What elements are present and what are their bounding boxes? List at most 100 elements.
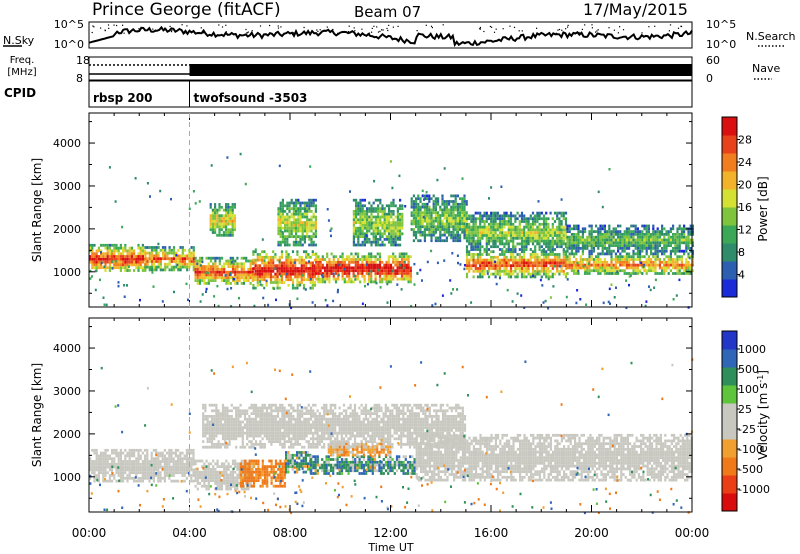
heatmap-cell [507, 228, 510, 232]
heatmap-speckle [281, 230, 284, 234]
heatmap-cell [516, 264, 519, 268]
heatmap-cell [108, 246, 111, 250]
heatmap-cell [377, 243, 380, 247]
heatmap-cell [617, 260, 620, 264]
heatmap-speckle [326, 304, 329, 307]
heatmap-cell [256, 264, 259, 268]
nsearch-point [225, 24, 227, 26]
heatmap-cell [412, 202, 415, 206]
heatmap-cell [647, 241, 650, 245]
heatmap-cell [295, 240, 298, 244]
heatmap-cell [161, 457, 164, 461]
heatmap-cell [128, 474, 131, 477]
heatmap-cell [361, 215, 364, 219]
heatmap-cell [632, 233, 635, 236]
heatmap-cell [198, 279, 202, 282]
heatmap-cell [135, 457, 138, 461]
heatmap-cell [115, 448, 118, 452]
heatmap-cell [383, 274, 386, 278]
heatmap-cell [683, 233, 686, 236]
heatmap-cell [687, 230, 690, 233]
heatmap-cell [621, 255, 624, 259]
heatmap-cell [392, 277, 395, 281]
heatmap-cell [628, 230, 631, 233]
heatmap-cell [303, 212, 306, 216]
heatmap-cell [485, 261, 488, 265]
heatmap-cell [549, 261, 552, 265]
heatmap-cell [592, 241, 595, 245]
heatmap-cell [286, 240, 289, 244]
heatmap-cell [345, 263, 349, 267]
heatmap-cell [117, 454, 120, 458]
heatmap-cell [476, 269, 480, 273]
heatmap-cell [220, 462, 224, 466]
heatmap-cell [334, 260, 338, 264]
heatmap-cell [636, 269, 639, 273]
heatmap-cell [381, 224, 384, 227]
heatmap-cell [450, 200, 453, 203]
heatmap-cell [296, 275, 299, 279]
heatmap-cell [309, 267, 312, 270]
heatmap-cell [148, 476, 151, 480]
heatmap-cell [201, 268, 204, 271]
heatmap-cell [383, 238, 386, 241]
heatmap-cell [146, 462, 149, 466]
heatmap-cell [281, 221, 284, 224]
heatmap-cell [443, 225, 446, 229]
heatmap-cell [597, 252, 600, 256]
heatmap-cell [392, 255, 395, 259]
heatmap-cell [223, 276, 226, 280]
heatmap-cell [148, 260, 151, 263]
heatmap-cell [490, 261, 493, 265]
heatmap-cell [468, 236, 471, 240]
heatmap-cell [674, 241, 677, 245]
heatmap-cell [603, 227, 606, 231]
heatmap-cell [231, 231, 234, 234]
heatmap-cell [514, 250, 517, 254]
heatmap-cell [265, 275, 268, 279]
heatmap-cell [534, 258, 537, 262]
heatmap-cell [229, 482, 232, 485]
heatmap-cell [281, 207, 284, 210]
heatmap-cell [374, 207, 377, 210]
heatmap-cell [556, 231, 559, 235]
heatmap-cell [286, 215, 289, 219]
heatmap-cell [153, 246, 156, 249]
heatmap-cell [177, 457, 180, 461]
heatmap-cell [434, 202, 437, 206]
heatmap-cell [584, 258, 587, 261]
heatmap-cell [505, 255, 508, 259]
heatmap-cell [405, 277, 408, 281]
heatmap-cell [122, 252, 125, 256]
heatmap-cell [520, 231, 524, 235]
heatmap-cell [441, 233, 444, 237]
heatmap-cell [674, 233, 677, 236]
heatmap-cell [687, 241, 690, 245]
heatmap-cell [534, 220, 537, 223]
heatmap-cell [394, 272, 397, 275]
heatmap-cell [465, 267, 469, 270]
heatmap-cell [560, 242, 563, 246]
heatmap-cell [481, 264, 484, 268]
heatmap-cell [523, 253, 526, 256]
heatmap-cell [93, 462, 96, 466]
heatmap-cell [288, 229, 291, 233]
heatmap-cell [303, 204, 306, 208]
heatmap-cell [170, 465, 173, 469]
heatmap-cell [102, 460, 105, 463]
heatmap-cell [531, 222, 535, 226]
heatmap-cell [265, 253, 268, 256]
heatmap-cell [490, 225, 493, 229]
heatmap-speckle [549, 296, 552, 299]
heatmap-cell [185, 457, 188, 461]
heatmap-cell [603, 266, 606, 270]
heatmap-cell [280, 267, 284, 270]
heatmap-cell [192, 265, 195, 269]
heatmap-cell [388, 218, 391, 222]
heatmap-cell [209, 462, 213, 466]
heatmap-cell [133, 479, 136, 483]
heatmap-cell [396, 272, 399, 275]
heatmap-cell [401, 212, 404, 216]
heatmap-cell [625, 252, 628, 256]
heatmap-cell [405, 266, 408, 270]
